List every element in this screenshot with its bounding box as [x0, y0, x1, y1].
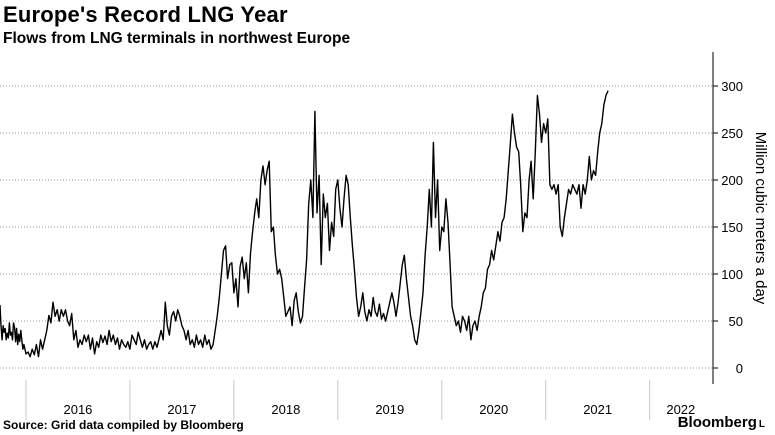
y-tick-label: 150	[721, 220, 743, 235]
y-tick-label: 50	[729, 314, 743, 329]
y-axis-label: Million cubic meters a day	[752, 132, 769, 305]
x-tick-label: 2021	[583, 402, 612, 417]
source-note: Source: Grid data compiled by Bloomberg	[3, 418, 244, 432]
x-tick-label: 2018	[271, 402, 300, 417]
y-tick-label: 100	[721, 267, 743, 282]
x-axis: 2016 2017 2018 2019 2020 2021 2022	[25, 380, 695, 420]
x-tick-label: 2022	[666, 402, 695, 417]
chart-title: Europe's Record LNG Year	[3, 2, 288, 27]
y-tick-label: 300	[721, 79, 743, 94]
y-axis: 0 50 100 150 200 250 300	[712, 52, 743, 384]
x-tick-label: 2017	[167, 402, 196, 417]
y-tick-label: 0	[736, 361, 743, 376]
x-tick-label: 2020	[479, 402, 508, 417]
x-tick-label: 2019	[375, 402, 404, 417]
bloomberg-logo: Bloomberg L	[678, 414, 765, 431]
y-tick-label: 200	[721, 173, 743, 188]
y-tick-label: 250	[721, 126, 743, 141]
chart-subtitle: Flows from LNG terminals in northwest Eu…	[3, 30, 351, 47]
brand-name: Bloomberg	[677, 414, 757, 431]
brand-mark: L	[758, 419, 765, 430]
plot-area	[0, 90, 609, 358]
gridlines	[0, 85, 713, 369]
x-tick-label: 2016	[63, 402, 92, 417]
series-line	[0, 90, 609, 358]
